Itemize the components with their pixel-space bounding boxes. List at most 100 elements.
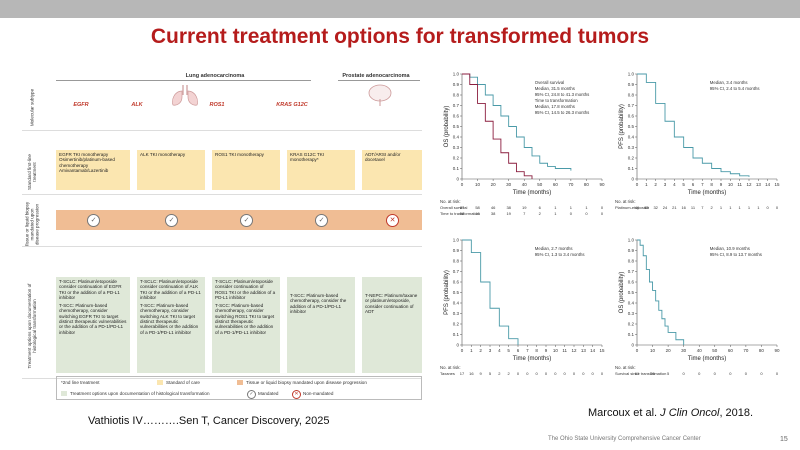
- y-tick-label: 0.7: [628, 269, 635, 274]
- y-tick-label: 0.4: [628, 301, 635, 306]
- y-tick-label: 0.1: [628, 332, 635, 337]
- risk-label: No. at risk:: [615, 365, 636, 370]
- km-charts: 00.10.20.30.40.50.60.70.80.91.00 10 20 30 40…: [440, 72, 780, 376]
- km-curve-1: [637, 73, 750, 177]
- chart-annotation: 95% CI, 2.4 to 5.4 months: [710, 86, 760, 91]
- row-divider-4: [22, 378, 422, 379]
- risk-row-label: Overall survival: [440, 205, 467, 210]
- chart-annotation: 95% CI, 14.5 to 26.3 months: [535, 110, 589, 115]
- citation-right-journal: J Clin Oncol: [660, 407, 720, 419]
- risk-value: 1: [554, 211, 557, 216]
- first-line-egfr-item-2: Osimertinib/platinum-based chemotherapy: [59, 157, 115, 168]
- risk-value: 2: [539, 211, 542, 216]
- x-tick-label: 50: [537, 182, 543, 187]
- x-tick-label: 0: [636, 182, 639, 187]
- legend-cross-icon: ✕: [292, 390, 301, 399]
- y-tick-label: 0.7: [453, 269, 460, 274]
- prostate-header: Prostate adenocarcinoma: [342, 73, 410, 79]
- risk-value: 7: [701, 205, 704, 210]
- risk-value: 46: [635, 205, 640, 210]
- x-tick-label: 10: [553, 348, 559, 353]
- risk-value: 58: [460, 211, 465, 216]
- risk-row-label: Time to transformation: [440, 211, 480, 216]
- chart-annotation: 95% CI, 24.8 to 41.3 months: [535, 92, 589, 97]
- risk-value: 17: [460, 371, 465, 376]
- x-tick-label: 60: [728, 348, 734, 353]
- cross-icon-prostate: ✕: [386, 214, 399, 227]
- y-tick-label: 0: [456, 177, 459, 182]
- row-divider-1: [22, 130, 422, 131]
- x-tick-label: 12: [571, 348, 577, 353]
- check-icon-egfr: ✓: [87, 214, 100, 227]
- risk-value: 0: [683, 371, 686, 376]
- page-number: 15: [780, 436, 788, 443]
- y-tick-label: 0.4: [453, 301, 460, 306]
- first-line-alk-item: ALK TKI monotherapy: [140, 152, 186, 157]
- x-tick-label: 15: [774, 182, 780, 187]
- y-tick-label: 0.6: [628, 114, 635, 119]
- legend-standard-swatch: [157, 380, 163, 385]
- km-panel-1: 00.10.20.30.40.50.60.70.80.91.00 10 20 30 40…: [440, 72, 605, 216]
- y-tick-label: 0.9: [453, 248, 460, 253]
- y-tick-label: 0.3: [453, 145, 460, 150]
- legend-biopsy-swatch: [237, 380, 243, 385]
- risk-value: 24: [663, 205, 668, 210]
- risk-value: 0: [698, 371, 701, 376]
- y-tick-label: 0.6: [453, 114, 460, 119]
- x-tick-label: 80: [759, 348, 765, 353]
- km-curve-1: [462, 73, 572, 171]
- risk-value: 0: [545, 371, 548, 376]
- risk-value: 0: [517, 371, 520, 376]
- risk-value: 2: [508, 371, 511, 376]
- y-tick-label: 1.0: [453, 72, 460, 77]
- risk-value: 21: [672, 205, 677, 210]
- risk-label: No. at risk:: [440, 365, 461, 370]
- x-axis-label: Time (months): [688, 356, 726, 362]
- x-tick-label: 6: [517, 348, 520, 353]
- x-tick-label: 3: [664, 182, 667, 187]
- gene-ros1: ROS1: [209, 102, 225, 108]
- x-tick-label: 70: [568, 182, 574, 187]
- row-label-3: Tissue or liquid biopsy mandated upon di…: [24, 201, 40, 248]
- x-tick-label: 8: [710, 182, 713, 187]
- risk-value: 6: [539, 205, 542, 210]
- x-tick-label: 12: [746, 182, 752, 187]
- first-line-kras-item: KRAS G12C TKI monotherapy*: [290, 152, 325, 163]
- chart-annotation: Overall survival: [535, 80, 564, 85]
- risk-value: 38: [491, 211, 496, 216]
- km-curve-1: [637, 239, 685, 345]
- lungs-icon: [172, 85, 198, 106]
- risk-value: 16: [469, 371, 474, 376]
- y-tick-label: 0.1: [628, 166, 635, 171]
- chart-annotation: Median, 3.4 months: [710, 80, 748, 85]
- first-line-kras: KRAS G12C TKI monotherapy*: [287, 150, 355, 190]
- x-tick-label: 9: [545, 348, 548, 353]
- risk-value: 5: [489, 371, 492, 376]
- treatment-figure: Lung adenocarcinoma Prostate adenocarcin…: [20, 72, 422, 400]
- x-tick-label: 60: [553, 182, 559, 187]
- x-tick-label: 10: [650, 348, 656, 353]
- risk-value: 0: [526, 371, 529, 376]
- risk-value: 58: [475, 205, 480, 210]
- row-label-1: Molecular subtype: [29, 88, 35, 127]
- lung-header: Lung adenocarcinoma: [185, 73, 245, 79]
- x-tick-label: 20: [666, 348, 672, 353]
- y-tick-label: 0.7: [628, 103, 635, 108]
- transformed-egfr-scc: T-SCC: Platinum-based chemotherapy, cons…: [59, 303, 127, 335]
- chart-annotation: Time to transformation: [535, 98, 578, 103]
- x-tick-label: 14: [765, 182, 771, 187]
- y-tick-label: 0.2: [628, 322, 635, 327]
- y-tick-label: 0.5: [453, 124, 460, 129]
- y-tick-label: 0.3: [453, 311, 460, 316]
- y-tick-label: 0.2: [453, 156, 460, 161]
- y-tick-label: 1.0: [453, 238, 460, 243]
- risk-value: 0: [554, 371, 557, 376]
- transformed-alk-scc: T-SCC: Platinum-based chemotherapy, cons…: [140, 303, 199, 335]
- x-tick-label: 10: [475, 182, 481, 187]
- x-tick-label: 90: [774, 348, 780, 353]
- risk-value: 0: [745, 371, 748, 376]
- transformed-prostate-nepc: T-NEPC: Platinum/taxane or platinum/etop…: [365, 293, 418, 314]
- transformed-ros1: T-SCLC: Platinum/etoposide consider cont…: [212, 277, 280, 373]
- x-tick-label: 8: [535, 348, 538, 353]
- transformed-alk: T-SCLC: Platinum/etoposide consider cont…: [137, 277, 205, 373]
